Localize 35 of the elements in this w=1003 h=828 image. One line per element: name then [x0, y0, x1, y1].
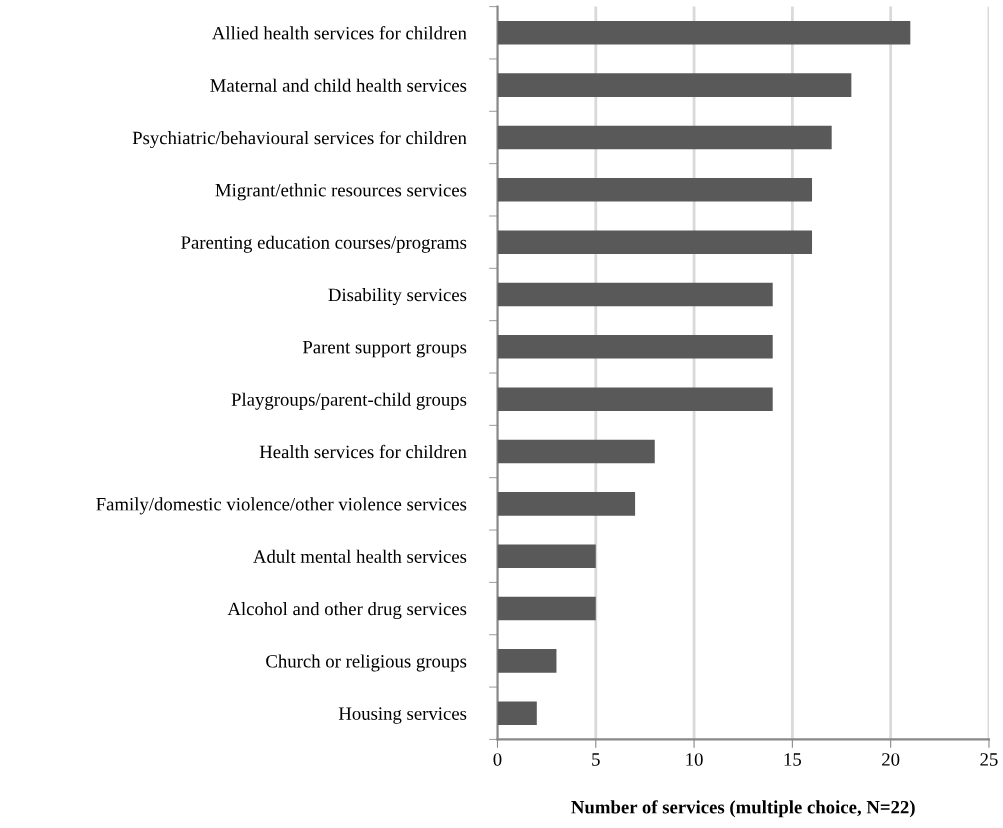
y-tick-label: Family/domestic violence/other violence services	[96, 497, 467, 515]
bar	[497, 596, 596, 621]
y-tick-label: Allied health services for children	[212, 26, 467, 40]
x-tick-label: 20	[882, 753, 900, 766]
bar	[497, 492, 636, 516]
x-tick-label: 15	[784, 753, 802, 766]
y-tick-label: Migrant/ethnic resources services	[215, 183, 467, 201]
x-tick-label: 0	[493, 753, 502, 766]
bar	[497, 282, 773, 307]
x-tick-label: 5	[592, 753, 600, 766]
bar	[497, 178, 813, 202]
bar	[497, 335, 773, 359]
x-tick-label: 10	[686, 753, 703, 766]
bar	[497, 701, 537, 726]
y-tick-label: Alcohol and other drug services	[227, 602, 467, 620]
bar	[497, 439, 655, 464]
y-tick-label: Parenting education courses/programs	[181, 235, 467, 253]
bar	[497, 387, 773, 411]
y-tick-label: Adult mental health services	[253, 549, 467, 563]
bar	[497, 73, 852, 97]
bar	[497, 125, 832, 150]
y-tick-label: Housing services	[338, 707, 467, 724]
y-tick-label: Maternal and child health services	[210, 78, 467, 92]
y-tick-label: Psychiatric/behavioural services for children	[132, 130, 467, 149]
bar	[497, 649, 557, 673]
y-tick-label: Health services for children	[259, 444, 467, 459]
x-tick-label: 25	[980, 753, 998, 766]
y-tick-label: Disability services	[328, 288, 467, 306]
y-tick-label: Playgroups/parent-child groups	[231, 392, 467, 410]
bar	[497, 544, 596, 568]
x-axis-title: Number of services (multiple choice, N=22)	[571, 800, 915, 818]
bar	[497, 230, 813, 254]
bar	[497, 21, 911, 45]
y-tick-label: Church or religious groups	[266, 654, 467, 672]
y-tick-label: Parent support groups	[302, 341, 467, 358]
